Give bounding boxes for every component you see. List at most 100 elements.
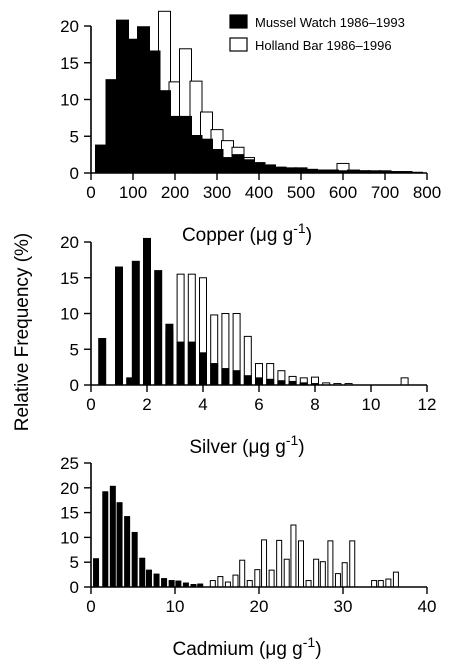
cadmium-bar-mussel-watch xyxy=(153,573,160,588)
silver-bar-mussel-watch xyxy=(176,341,185,386)
silver-y-tick-label: 5 xyxy=(70,340,79,359)
silver-bar-mussel-watch xyxy=(210,363,219,386)
cadmium-bar-holland-bar xyxy=(217,576,224,588)
cadmium-x-tick-label: 30 xyxy=(334,597,353,616)
silver-bar-mussel-watch xyxy=(131,260,140,386)
cadmium-bar-holland-bar xyxy=(232,574,239,588)
cadmium-x-tick-label: 20 xyxy=(250,597,269,616)
silver-x-tick-label: 6 xyxy=(254,395,263,414)
cadmium-bar-holland-bar xyxy=(392,571,399,588)
cadmium-bar-holland-bar xyxy=(254,569,261,588)
cadmium-y-tick-label: 25 xyxy=(60,454,79,473)
silver-y-tick-label: 15 xyxy=(60,269,79,288)
silver-bar-mussel-watch xyxy=(199,352,207,386)
cadmium-bar-mussel-watch xyxy=(131,531,138,588)
silver-bar-mussel-watch xyxy=(115,266,123,386)
copper-x-tick-label: 500 xyxy=(287,183,315,202)
cadmium-y-tick-label: 15 xyxy=(60,504,79,523)
silver-bar-mussel-watch xyxy=(232,370,241,386)
cadmium-bar-mussel-watch xyxy=(102,491,109,588)
cadmium-bar-holland-bar xyxy=(276,539,283,588)
silver-bar-mussel-watch xyxy=(255,377,263,386)
cadmium-bar-mussel-watch xyxy=(168,580,175,588)
cadmium-bar-holland-bar xyxy=(334,573,341,588)
cadmium-y-tick-label: 5 xyxy=(70,553,79,572)
cadmium-bar-holland-bar xyxy=(313,558,320,588)
legend: Mussel Watch 1986–1993 Holland Bar 1986–… xyxy=(229,14,405,53)
copper-x-tick-label: 400 xyxy=(245,183,273,202)
cadmium-bar-mussel-watch xyxy=(175,580,182,588)
silver-x-tick-label: 12 xyxy=(418,395,437,414)
silver-bar-mussel-watch xyxy=(98,338,107,386)
cadmium-bar-holland-bar xyxy=(319,561,326,588)
copper-x-tick-label: 100 xyxy=(119,183,147,202)
silver-bar-mussel-watch xyxy=(187,341,196,386)
silver-x-tick-label: 0 xyxy=(86,395,95,414)
silver-x-axis-title: Silver (μg g-1) xyxy=(189,432,304,458)
cadmium-bar-mussel-watch xyxy=(116,502,123,588)
cadmium-bar-holland-bar xyxy=(385,578,392,588)
cadmium-y-tick-label: 10 xyxy=(60,528,79,547)
cadmium-bar-holland-bar xyxy=(209,580,216,588)
cadmium-panel: 0 5 10 15 20 25 0 10 20 30 40 Cadmium (μg g-1) xyxy=(60,454,436,660)
silver-x-tick-label: 4 xyxy=(198,395,207,414)
copper-x-tick-label: 700 xyxy=(371,183,399,202)
silver-y-tick-label: 20 xyxy=(60,233,79,252)
copper-y-tick-label: 15 xyxy=(60,54,79,73)
cadmium-bar-holland-bar xyxy=(290,524,297,588)
copper-x-tick-label: 0 xyxy=(86,183,95,202)
silver-x-tick-label: 10 xyxy=(362,395,381,414)
silver-bar-mussel-watch xyxy=(266,378,275,386)
cadmium-bar-mussel-watch xyxy=(93,558,100,588)
copper-x-axis-title: Copper (μg g-1) xyxy=(182,220,312,246)
cadmium-bar-mussel-watch xyxy=(161,578,168,588)
cadmium-bar-mussel-watch xyxy=(124,516,131,588)
silver-y-tick-label: 0 xyxy=(70,376,79,395)
silver-x-tick-label: 8 xyxy=(310,395,319,414)
cadmium-bar-mussel-watch xyxy=(109,485,116,588)
silver-bar-mussel-watch xyxy=(165,323,174,386)
silver-y-tick-label: 10 xyxy=(60,305,79,324)
cadmium-x-tick-label: 10 xyxy=(166,597,185,616)
cadmium-bar-holland-bar xyxy=(239,559,246,588)
legend-label-holland-bar: Holland Bar 1986–1996 xyxy=(255,38,392,53)
copper-y-tick-label: 0 xyxy=(70,164,79,183)
cadmium-y-tick-label: 0 xyxy=(70,578,79,597)
cadmium-bar-holland-bar xyxy=(327,540,334,588)
copper-x-tick-label: 200 xyxy=(161,183,189,202)
silver-x-tick-label: 2 xyxy=(142,395,151,414)
silver-bar-mussel-watch xyxy=(221,368,230,386)
silver-bar-mussel-watch xyxy=(143,237,151,386)
cadmium-x-axis-title: Cadmium (μg g-1) xyxy=(172,634,321,660)
cadmium-bar-mussel-watch xyxy=(139,557,146,588)
cadmium-bar-holland-bar xyxy=(349,540,356,588)
cadmium-bar-holland-bar xyxy=(305,580,312,588)
cadmium-bar-holland-bar xyxy=(268,569,275,588)
legend-swatch-holland-bar xyxy=(229,37,248,52)
silver-panel: 0 5 10 15 20 0 2 4 6 8 10 12 Silver (μg g-1) xyxy=(60,233,436,458)
cadmium-bar-holland-bar xyxy=(283,558,290,588)
cadmium-y-tick-label: 20 xyxy=(60,479,79,498)
silver-bar-mussel-watch xyxy=(243,375,252,386)
cadmium-bar-holland-bar xyxy=(371,580,378,588)
copper-x-tick-label: 300 xyxy=(203,183,231,202)
cadmium-bar-holland-bar xyxy=(341,562,348,588)
copper-y-tick-label: 10 xyxy=(60,91,79,110)
cadmium-x-tick-label: 0 xyxy=(86,597,95,616)
cadmium-x-tick-label: 40 xyxy=(418,597,437,616)
silver-bar-mussel-watch xyxy=(154,270,163,386)
cadmium-bar-holland-bar xyxy=(377,580,384,588)
silver-bar-holland-bar xyxy=(400,377,409,386)
cadmium-bar-holland-bar xyxy=(298,540,304,588)
copper-y-tick-label: 5 xyxy=(70,127,79,146)
cadmium-bar-holland-bar xyxy=(261,539,268,588)
legend-swatch-mussel-watch xyxy=(229,14,248,29)
copper-y-tick-label: 20 xyxy=(60,17,79,36)
copper-x-tick-label: 800 xyxy=(413,183,441,202)
legend-label-mussel-watch: Mussel Watch 1986–1993 xyxy=(255,15,405,30)
cadmium-bar-mussel-watch xyxy=(145,569,152,588)
cadmium-bar-holland-bar xyxy=(246,580,253,588)
y-axis-label: Relative Frequency (%) xyxy=(12,233,33,432)
